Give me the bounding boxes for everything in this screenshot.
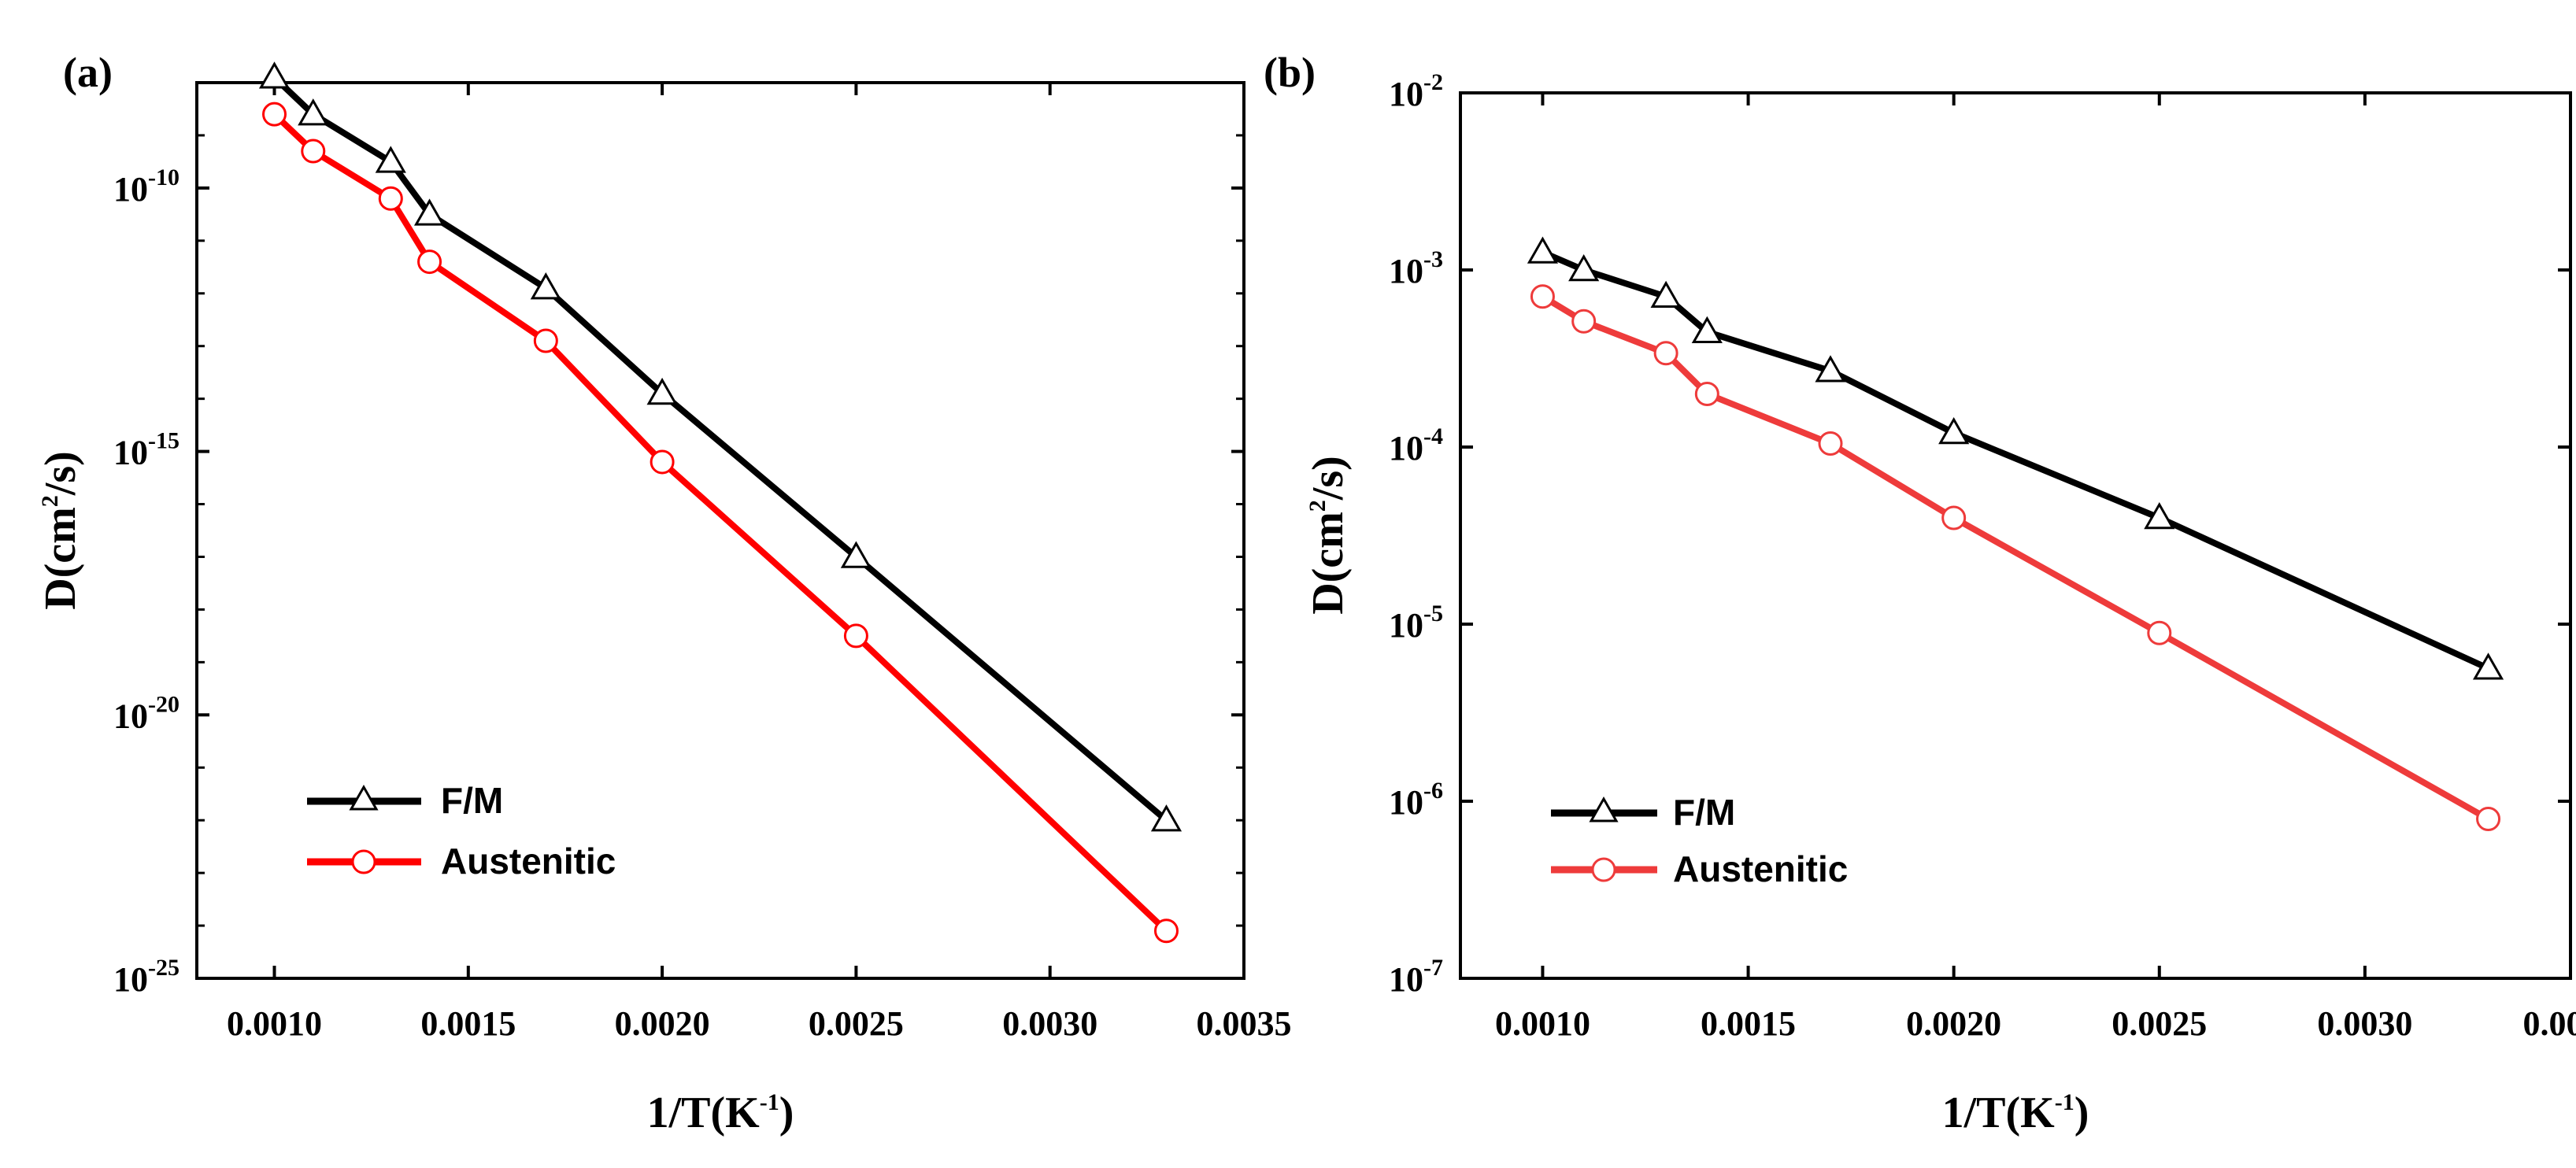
y-tick-label-b: 10-5 [1389, 601, 1443, 645]
series-group-a [258, 61, 1183, 944]
x-tick-label-a: 0.0030 [1002, 1004, 1097, 1043]
data-point-austenitic-b [1818, 431, 1843, 456]
legend-label-aust-a: Austenitic [441, 841, 616, 882]
data-point-fm-a [375, 146, 406, 173]
panel-b: (b) 0.0010 0.0015 0.0020 0.0025 0.0030 0.0035… [1264, 49, 2576, 1137]
data-point-austenitic-a [650, 449, 675, 475]
data-point-fm-a [258, 61, 291, 89]
y-tick-label-a: 10-20 [113, 691, 180, 735]
y-tick-label-b: 10-6 [1389, 778, 1443, 822]
y-tick-label-a: 10-10 [113, 164, 180, 209]
data-point-austenitic-a [417, 249, 442, 275]
legend-label-fm-a: F/M [441, 780, 503, 821]
x-tick-label-b: 0.0025 [2112, 1004, 2207, 1043]
x-tick-label-b: 0.0030 [2317, 1004, 2412, 1043]
data-point-fm-a [646, 377, 678, 405]
series-line-austenitic-a [272, 112, 1169, 933]
legend-label-aust-b: Austenitic [1673, 848, 1848, 889]
x-tick-label-b: 0.0020 [1906, 1004, 2001, 1043]
y-axis-label-b: D(cm2/s) [1304, 456, 1353, 615]
panel-label-a: (a) [63, 49, 113, 96]
data-point-austenitic-a [843, 623, 868, 649]
panel-a: (a) 0.0010 0.0015 0.0020 0.0025 0.0030 0.0035… [36, 49, 1292, 1137]
x-axis-label-b: 1/T(K-1) [1942, 1089, 2089, 1137]
data-point-fm-a [840, 541, 872, 568]
data-point-austenitic-b [1941, 505, 1967, 530]
data-point-fm-b [1568, 253, 1600, 282]
y-tick-label-a: 10-25 [113, 955, 180, 999]
data-point-fm-b [1650, 280, 1682, 308]
y-tick-label-a: 10-15 [113, 428, 180, 472]
plot-frame-a [195, 81, 1245, 980]
data-point-austenitic-b [2147, 620, 2172, 645]
series-group-b [1527, 236, 2504, 831]
x-tick-label-a: 0.0020 [615, 1004, 710, 1043]
legend-label-fm-b: F/M [1673, 792, 1735, 833]
data-point-fm-b [1527, 236, 1559, 264]
legend-marker-fm-a [349, 784, 379, 811]
x-axis-label-a: 1/T(K-1) [647, 1089, 794, 1137]
legend-marker-fm-b [1589, 796, 1619, 822]
x-tick-label-a: 0.0035 [1197, 1004, 1292, 1043]
data-point-fm-b [2144, 501, 2175, 530]
series-line-austenitic-b [1541, 294, 2490, 822]
legend-marker-aust-a [351, 849, 376, 874]
y-tick-label-b: 10-3 [1389, 246, 1443, 290]
x-tick-label-a: 0.0010 [227, 1004, 322, 1043]
data-point-austenitic-b [1694, 382, 1719, 406]
data-point-fm-b [1938, 416, 1970, 445]
x-tick-label-b: 0.0010 [1495, 1004, 1590, 1043]
data-point-austenitic-a [533, 328, 558, 353]
x-tick-label-a: 0.0025 [809, 1004, 904, 1043]
data-point-fm-a [1150, 804, 1183, 832]
series-line-fm-a [272, 75, 1169, 823]
data-point-austenitic-b [1653, 341, 1678, 366]
x-tick-label-b: 0.0035 [2523, 1004, 2576, 1043]
axis-ticks-a: 0.0010 0.0015 0.0020 0.0025 0.0030 0.0035 10-1… [113, 83, 1292, 1043]
data-point-fm-b [1815, 355, 1846, 383]
data-point-fm-a [530, 272, 561, 300]
legend-a: F/M Austenitic [307, 780, 616, 882]
axis-ticks-b: 0.0010 0.0015 0.0020 0.0025 0.0030 0.0035 10-2… [1389, 69, 2576, 1043]
series-line-fm-b [1541, 249, 2490, 671]
x-tick-label-a: 0.0015 [420, 1004, 516, 1043]
plot-frame-b [1459, 91, 2572, 980]
y-tick-label-b: 10-4 [1389, 423, 1443, 468]
data-point-austenitic-a [1153, 919, 1179, 944]
y-tick-label-b: 10-7 [1389, 955, 1443, 999]
data-point-fm-a [298, 98, 329, 126]
panel-label-b: (b) [1264, 49, 1316, 96]
y-tick-label-b: 10-2 [1389, 69, 1443, 113]
data-point-austenitic-b [2476, 807, 2501, 831]
data-point-austenitic-a [262, 102, 287, 127]
data-point-austenitic-a [301, 139, 326, 164]
legend-marker-aust-b [1591, 857, 1616, 882]
data-point-fm-b [1691, 316, 1723, 343]
data-point-austenitic-b [1571, 309, 1597, 334]
data-point-fm-a [413, 198, 446, 226]
data-point-austenitic-b [1530, 284, 1555, 309]
legend-b: F/M Austenitic [1551, 792, 1848, 889]
data-point-fm-b [2472, 652, 2504, 680]
y-axis-label-a: D(cm2/s) [36, 451, 85, 610]
x-tick-label-b: 0.0015 [1701, 1004, 1796, 1043]
data-point-austenitic-a [378, 186, 403, 211]
